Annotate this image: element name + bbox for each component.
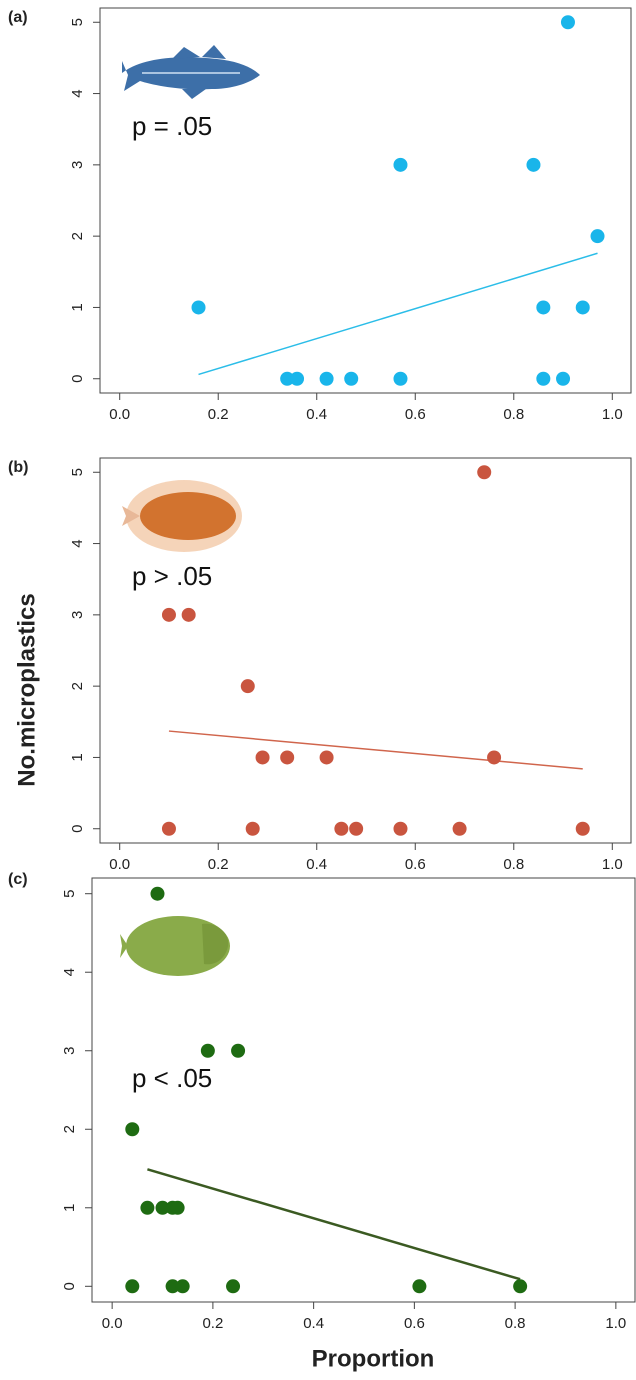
- fish-body: [122, 57, 260, 91]
- point: [320, 750, 334, 764]
- x-tick-label: 0.6: [405, 406, 426, 423]
- y-tick-label: 0: [69, 825, 86, 833]
- point: [526, 158, 540, 172]
- y-tick-label: 4: [69, 89, 86, 97]
- point: [150, 887, 164, 901]
- fit-line: [169, 731, 583, 769]
- x-tick-label: 0.4: [306, 856, 327, 873]
- point: [591, 229, 605, 243]
- x-tick-label: 0.8: [505, 1315, 526, 1332]
- fit-line: [199, 253, 598, 374]
- y-tick-label: 2: [61, 1125, 78, 1133]
- y-tick-label: 2: [69, 682, 86, 690]
- point: [256, 750, 270, 764]
- point: [576, 822, 590, 836]
- x-tick-label: 1.0: [605, 1315, 626, 1332]
- y-tick-label: 0: [61, 1282, 78, 1290]
- annotation: p < .05: [132, 1063, 212, 1093]
- x-tick-label: 1.0: [602, 406, 623, 423]
- point: [162, 608, 176, 622]
- y-tick-label: 1: [61, 1204, 78, 1212]
- point: [192, 300, 206, 314]
- fish-tail: [120, 934, 128, 958]
- x-tick-label: 0.0: [109, 406, 130, 423]
- point: [176, 1279, 190, 1293]
- point: [412, 1279, 426, 1293]
- x-tick-label: 0.8: [503, 856, 524, 873]
- point: [513, 1279, 527, 1293]
- point: [349, 822, 363, 836]
- y-tick-label: 2: [69, 232, 86, 240]
- y-axis-title: No.microplastics: [13, 593, 40, 786]
- point: [182, 608, 196, 622]
- point: [561, 15, 575, 29]
- point: [393, 822, 407, 836]
- x-tick-label: 0.8: [503, 406, 524, 423]
- fish-icon: [122, 480, 242, 552]
- y-tick-label: 1: [69, 303, 86, 311]
- y-tick-label: 3: [69, 161, 86, 169]
- point: [536, 300, 550, 314]
- fish-body: [140, 492, 236, 540]
- x-tick-label: 0.2: [208, 406, 229, 423]
- point: [231, 1044, 245, 1058]
- annotation: p > .05: [132, 561, 212, 591]
- point: [334, 822, 348, 836]
- y-tick-label: 5: [69, 468, 86, 476]
- figure: No.microplastics Proportion 0.0 0.2 0.4 0.6…: [0, 0, 636, 1380]
- x-tick-label: 0.6: [404, 1315, 425, 1332]
- point: [171, 1201, 185, 1215]
- x-axis-title: Proportion: [312, 1345, 435, 1372]
- point: [201, 1044, 215, 1058]
- x-tick-label: 0.2: [208, 856, 229, 873]
- y-tick-label: 1: [69, 753, 86, 761]
- point: [536, 372, 550, 386]
- x-tick-label: 0.2: [202, 1315, 223, 1332]
- point: [344, 372, 358, 386]
- fish-icon: [122, 45, 260, 99]
- point: [487, 750, 501, 764]
- annotation: p = .05: [132, 111, 212, 141]
- point: [226, 1279, 240, 1293]
- point: [477, 465, 491, 479]
- y-tick-label: 4: [61, 968, 78, 976]
- panel-label: (c): [8, 871, 28, 888]
- y-tick-label: 0: [69, 375, 86, 383]
- point: [246, 822, 260, 836]
- y-tick-label: 3: [69, 611, 86, 619]
- point: [280, 750, 294, 764]
- panel-label: (a): [8, 9, 28, 26]
- point: [290, 372, 304, 386]
- point: [576, 300, 590, 314]
- x-tick-label: 0.0: [102, 1315, 123, 1332]
- point: [320, 372, 334, 386]
- y-tick-label: 5: [69, 18, 86, 26]
- point: [125, 1279, 139, 1293]
- y-tick-label: 3: [61, 1047, 78, 1055]
- point: [453, 822, 467, 836]
- y-tick-label: 5: [61, 890, 78, 898]
- point: [162, 822, 176, 836]
- fish-icon: [120, 916, 230, 976]
- point: [393, 372, 407, 386]
- x-tick-label: 1.0: [602, 856, 623, 873]
- point: [241, 679, 255, 693]
- point: [140, 1201, 154, 1215]
- fit-line: [147, 1169, 520, 1279]
- panel-label: (b): [8, 459, 28, 476]
- x-tick-label: 0.0: [109, 856, 130, 873]
- point: [556, 372, 570, 386]
- point: [393, 158, 407, 172]
- y-tick-label: 4: [69, 539, 86, 547]
- x-tick-label: 0.4: [303, 1315, 324, 1332]
- x-tick-label: 0.4: [306, 406, 327, 423]
- x-tick-label: 0.6: [405, 856, 426, 873]
- point: [125, 1122, 139, 1136]
